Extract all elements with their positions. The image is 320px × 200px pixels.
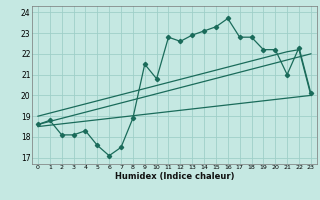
X-axis label: Humidex (Indice chaleur): Humidex (Indice chaleur): [115, 172, 234, 181]
